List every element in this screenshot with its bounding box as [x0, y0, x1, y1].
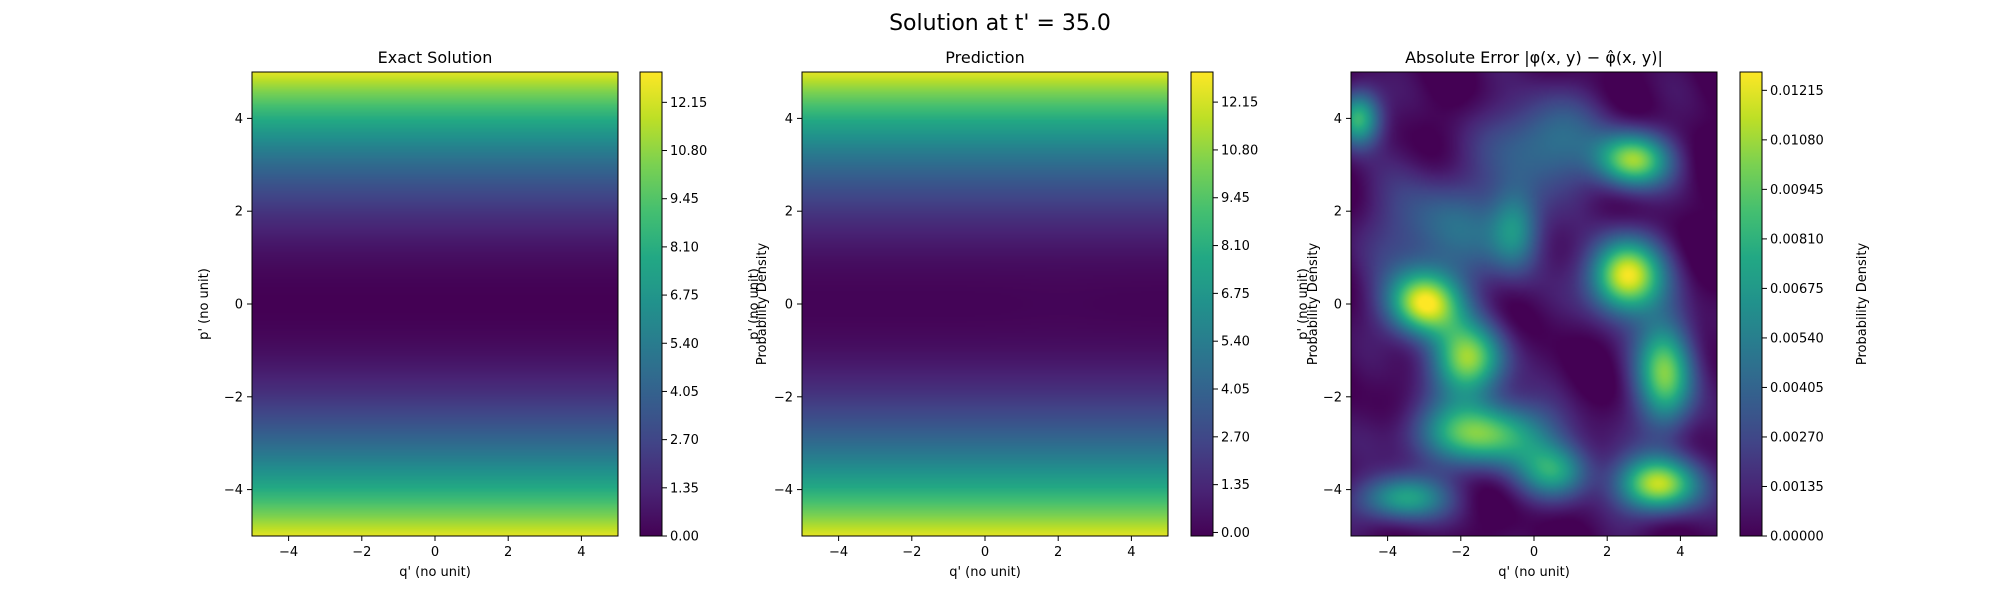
- colorbar-tick-label: 9.45: [670, 192, 699, 207]
- heatmap-image: [802, 72, 1168, 536]
- x-tick-label: −4: [1378, 545, 1397, 560]
- y-tick-label: 2: [235, 205, 243, 220]
- colorbar-tick-label: 0.00540: [1770, 331, 1824, 346]
- colorbar-tick-label: 12.15: [1221, 96, 1258, 111]
- y-tick-label: 2: [1334, 205, 1342, 220]
- x-tick-label: 0: [431, 545, 439, 560]
- y-tick-label: −2: [224, 390, 243, 405]
- colorbar-tick-label: 0.00000: [1770, 530, 1824, 545]
- heatmap-image: [1351, 72, 1717, 536]
- figure-title: Solution at t' = 35.0: [889, 11, 1111, 36]
- panel-2: Prediction −4 −2 0 2 4 −4 −2 0 2 4 q' (no unit) p' (…: [747, 48, 1321, 580]
- colorbar-tick-label: 1.35: [670, 481, 699, 496]
- panel-title: Absolute Error |φ(x, y) − φ̂(x, y)|: [1405, 48, 1663, 67]
- colorbar-tick-label: 8.10: [670, 240, 699, 255]
- colorbar-tick-label: 9.45: [1221, 191, 1250, 206]
- x-tick-label: 4: [1127, 545, 1135, 560]
- colorbar-tick-label: 0.00135: [1770, 480, 1824, 495]
- y-axis-label: p' (no unit): [197, 268, 212, 340]
- colorbar-tick-label: 0.00270: [1770, 430, 1824, 445]
- y-tick-label: 0: [785, 298, 793, 313]
- colorbar-tick-label: 4.05: [1221, 383, 1250, 398]
- x-tick-label: −2: [1451, 545, 1470, 560]
- x-tick-label: 0: [981, 545, 989, 560]
- heatmap-image: [252, 72, 618, 536]
- y-tick-label: −4: [224, 483, 243, 498]
- colorbar-tick-label: 12.15: [670, 96, 707, 111]
- colorbar-tick-label: 4.05: [670, 385, 699, 400]
- y-tick-label: 4: [1334, 112, 1342, 127]
- colorbar-tick-label: 0.01080: [1770, 133, 1824, 148]
- colorbar-tick-label: 0.00: [670, 530, 699, 545]
- y-tick-label: −4: [1323, 483, 1342, 498]
- x-tick-label: 0: [1530, 545, 1538, 560]
- colorbar-tick-label: 10.80: [1221, 143, 1258, 158]
- colorbar-tick-label: 0.00: [1221, 526, 1250, 541]
- y-axis-label: p' (no unit): [1296, 268, 1311, 340]
- colorbar: [639, 71, 663, 537]
- y-tick-label: −2: [1323, 390, 1342, 405]
- colorbar-tick-label: 5.40: [670, 337, 699, 352]
- colorbar-tick-label: 2.70: [1221, 430, 1250, 445]
- colorbar-label: Probability Density: [1306, 243, 1321, 366]
- x-axis-label: q' (no unit): [949, 565, 1021, 580]
- x-tick-label: −2: [902, 545, 921, 560]
- x-tick-label: 4: [1676, 545, 1684, 560]
- panel-title: Prediction: [945, 48, 1024, 67]
- x-axis-label: q' (no unit): [399, 565, 471, 580]
- colorbar-tick-label: 0.01215: [1770, 84, 1824, 99]
- y-axis-label: p' (no unit): [747, 268, 762, 340]
- colorbar-label: Probability Density: [755, 243, 770, 366]
- colorbar-tick-label: 5.40: [1221, 335, 1250, 350]
- x-tick-label: 2: [1603, 545, 1611, 560]
- y-tick-label: 0: [235, 298, 243, 313]
- colorbar: [1190, 71, 1214, 537]
- colorbar-tick-label: 0.00675: [1770, 282, 1824, 297]
- colorbar-label: Probability Density: [1855, 243, 1870, 366]
- colorbar-tick-label: 0.00945: [1770, 183, 1824, 198]
- y-tick-label: 4: [235, 112, 243, 127]
- colorbar-tick-label: 1.35: [1221, 478, 1250, 493]
- y-tick-label: −2: [774, 390, 793, 405]
- y-tick-label: 4: [785, 112, 793, 127]
- x-tick-label: 2: [504, 545, 512, 560]
- colorbar: [1739, 71, 1763, 537]
- x-tick-label: −2: [352, 545, 371, 560]
- colorbar-tick-label: 6.75: [1221, 287, 1250, 302]
- colorbar-tick-label: 0.00405: [1770, 381, 1824, 396]
- panel-1: Exact Solution −4 −2 0 2 4 −4 −2 0 2 4 q' (no unit)…: [197, 48, 770, 580]
- colorbar-tick-label: 6.75: [670, 289, 699, 304]
- y-tick-label: −4: [774, 483, 793, 498]
- x-axis-label: q' (no unit): [1498, 565, 1570, 580]
- y-tick-label: 2: [785, 205, 793, 220]
- panel-title: Exact Solution: [378, 48, 493, 67]
- y-tick-label: 0: [1334, 298, 1342, 313]
- colorbar-tick-label: 10.80: [670, 144, 707, 159]
- colorbar-tick-label: 0.00810: [1770, 232, 1824, 247]
- x-tick-label: 4: [577, 545, 585, 560]
- x-tick-label: −4: [279, 545, 298, 560]
- x-tick-label: 2: [1054, 545, 1062, 560]
- x-tick-label: −4: [829, 545, 848, 560]
- colorbar-tick-label: 8.10: [1221, 239, 1250, 254]
- colorbar-tick-label: 2.70: [670, 433, 699, 448]
- panel-3: Absolute Error |φ(x, y) − φ̂(x, y)| −4 −2 0…: [1296, 48, 1870, 580]
